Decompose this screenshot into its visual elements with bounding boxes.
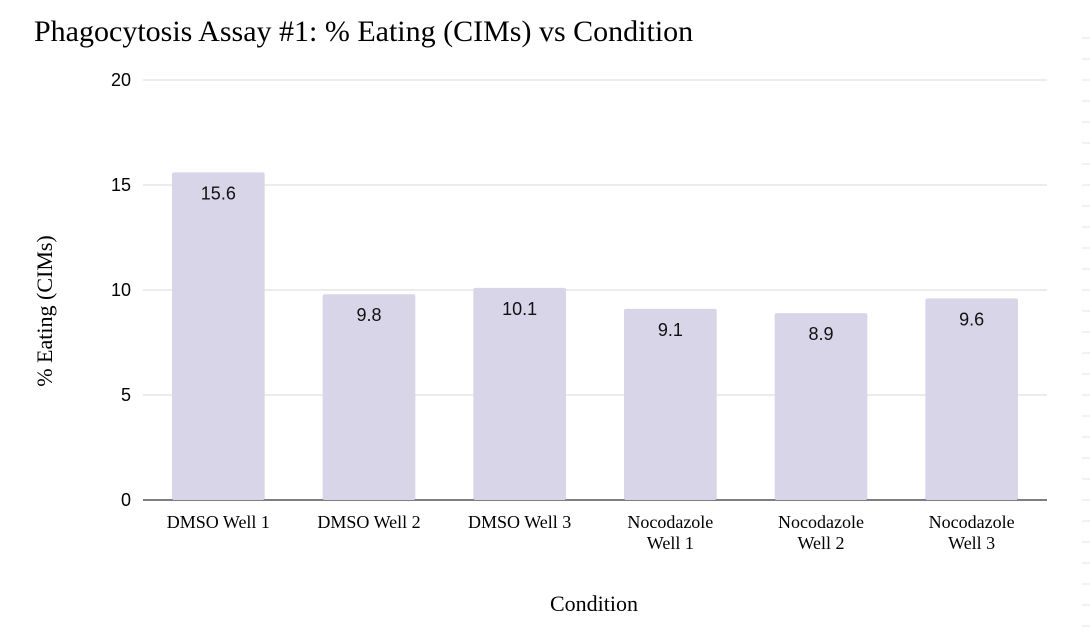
bar (624, 308, 717, 500)
x-tick-label: Nocodazole Well 3 (929, 512, 1015, 553)
bar (473, 287, 566, 500)
y-tick-label: 5 (121, 385, 131, 405)
bar-value-label: 9.1 (658, 320, 683, 340)
y-tick-label: 20 (111, 70, 131, 90)
y-axis-title: % Eating (CIMs) (32, 235, 57, 387)
bar-value-label: 9.6 (959, 309, 984, 329)
bar (925, 298, 1018, 500)
bar-value-label: 10.1 (502, 299, 537, 319)
bar (172, 172, 265, 500)
y-tick-label: 0 (121, 490, 131, 510)
x-tick-label: Nocodazole Well 1 (627, 512, 713, 553)
x-tick-label: DMSO Well 3 (468, 512, 571, 532)
x-tick-label: Nocodazole Well 2 (778, 512, 864, 553)
gridlines (143, 79, 1047, 501)
bar-value-label: 8.9 (808, 324, 833, 344)
bar-value-label: 15.6 (201, 183, 236, 203)
bar (774, 313, 868, 500)
data-labels: 15.6 9.8 10.1 9.1 8.9 9.6 (201, 183, 984, 344)
x-tick-label: DMSO Well 1 (167, 512, 270, 532)
right-edge-marks (1082, 37, 1090, 627)
y-axis-ticks: 0 5 10 15 20 (111, 70, 131, 510)
y-tick-label: 15 (111, 175, 131, 195)
bar-value-label: 9.8 (356, 305, 381, 325)
x-tick-label: DMSO Well 2 (317, 512, 420, 532)
chart-title: Phagocytosis Assay #1: % Eating (CIMs) v… (34, 15, 693, 48)
bar (322, 294, 416, 500)
x-axis-title: Condition (550, 591, 638, 616)
x-axis-ticks: DMSO Well 1 DMSO Well 2 DMSO Well 3 Nocodaz… (167, 512, 1015, 553)
bars (172, 172, 1018, 500)
y-tick-label: 10 (111, 280, 131, 300)
